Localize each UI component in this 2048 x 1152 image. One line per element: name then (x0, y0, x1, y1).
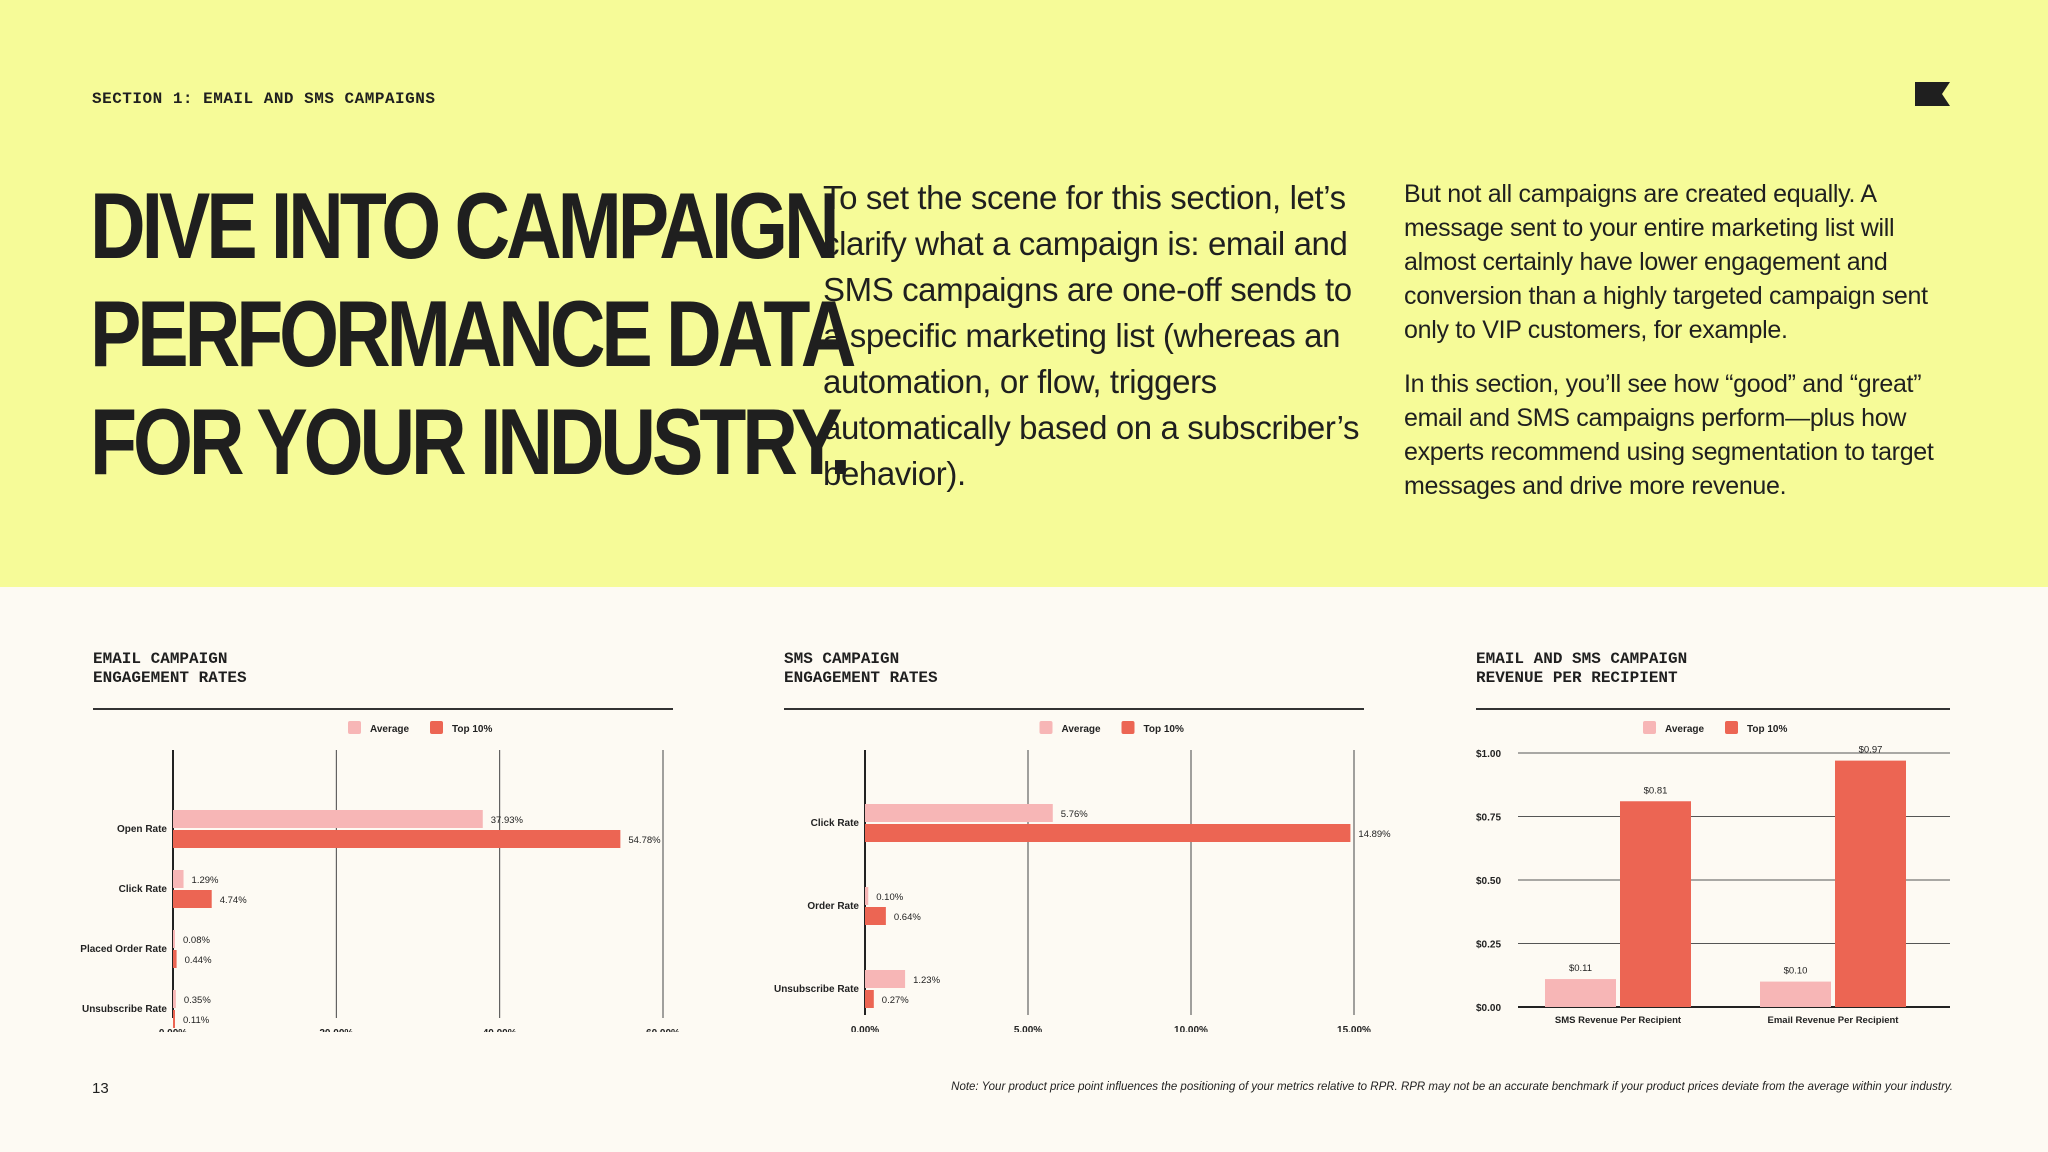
sms-legend-label-0: Average (1062, 724, 1102, 735)
rpr-legend-swatch-1 (1725, 721, 1738, 734)
side-paragraph-1: But not all campaigns are created equall… (1404, 180, 1928, 344)
rpr-bar-average (1760, 981, 1831, 1007)
rpr-data-label: $0.81 (1644, 785, 1668, 796)
sms-data-label: 1.23% (913, 975, 940, 986)
email-legend-swatch-0 (348, 721, 361, 734)
email-tick-label-2: 40.00% (483, 1028, 517, 1032)
page-number: 13 (92, 1080, 109, 1097)
email-chart-title-line-1: EMAIL CAMPAIGN (93, 650, 228, 668)
sms-data-label: 0.64% (894, 912, 921, 923)
rpr-bar-top10 (1835, 760, 1906, 1007)
page-title-line-1: DIVE INTO CAMPAIGN (90, 173, 840, 278)
sms-category-label: Order Rate (807, 901, 859, 912)
sms-bar-average (865, 804, 1053, 822)
sms-tick-label-3: 15.00% (1337, 1025, 1371, 1032)
rpr-legend-label-1: Top 10% (1747, 724, 1787, 735)
flag-icon (1915, 82, 1950, 106)
sms-legend-swatch-0 (1039, 721, 1053, 734)
sms-tick-label-1: 5.00% (1014, 1025, 1042, 1032)
page-title-line-3: FOR YOUR INDUSTRY. (90, 389, 851, 494)
email-data-label: 0.11% (183, 1015, 210, 1026)
sms-tick-label-0: 0.00% (851, 1025, 879, 1032)
email-category-label: Unsubscribe Rate (82, 1004, 167, 1015)
sms-bar-top10 (865, 824, 1351, 842)
revenue-per-recipient-chart: Average Top 10% $0.00 $0.25 $0.50 $0.75 $1.00 $… (1476, 721, 1950, 1026)
email-bar-average (173, 870, 184, 888)
rpr-bar-top10 (1620, 801, 1691, 1007)
email-bar-top10 (173, 950, 177, 968)
email-tick-label-1: 20.00% (319, 1028, 353, 1032)
email-data-label: 1.29% (192, 875, 219, 886)
sms-category-label: Click Rate (811, 818, 860, 829)
rpr-data-label: $0.10 (1784, 966, 1808, 977)
side-text: But not all campaigns are created equall… (1404, 177, 1964, 523)
rpr-bar-average (1545, 979, 1616, 1007)
email-bar-average (173, 990, 176, 1008)
sms-chart-title-line-2: ENGAGEMENT RATES (784, 669, 938, 687)
sms-chart-rule (784, 708, 1364, 710)
sms-bar-average (865, 970, 906, 988)
email-bar-top10 (173, 1010, 175, 1028)
rpr-chart-rule (1476, 708, 1950, 710)
rpr-tick-label-2: $0.50 (1476, 876, 1501, 887)
sms-chart-title: SMS CAMPAIGN ENGAGEMENT RATES (784, 650, 938, 688)
sms-data-label: 0.10% (876, 892, 903, 903)
side-paragraph-2: In this section, you’ll see how “good” a… (1404, 370, 1934, 500)
email-bar-average (173, 810, 483, 828)
sms-chart-title-line-1: SMS CAMPAIGN (784, 650, 900, 668)
rpr-data-label: $0.11 (1569, 963, 1592, 974)
email-chart-title: EMAIL CAMPAIGN ENGAGEMENT RATES (93, 650, 247, 688)
email-data-label: 0.35% (184, 995, 211, 1006)
page-title-line-2: PERFORMANCE DATA (90, 281, 856, 386)
rpr-tick-label-4: $1.00 (1476, 749, 1501, 760)
rpr-chart-title: EMAIL AND SMS CAMPAIGN REVENUE PER RECIP… (1476, 650, 1687, 688)
sms-tick-label-2: 10.00% (1174, 1025, 1208, 1032)
rpr-chart-title-line-2: REVENUE PER RECIPIENT (1476, 669, 1678, 687)
sms-engagement-chart: Average Top 10% 0.00% 5.00% 10.00% 15.00% Clic… (774, 721, 1391, 1032)
rpr-chart-title-line-1: EMAIL AND SMS CAMPAIGN (1476, 650, 1688, 668)
email-bar-average (173, 930, 175, 948)
footnote: Note: Your product price point influence… (951, 1081, 1953, 1093)
email-category-label: Click Rate (119, 884, 168, 895)
sms-data-label: 14.89% (1358, 829, 1391, 840)
rpr-category-label: Email Revenue Per Recipient (1768, 1015, 1900, 1026)
email-legend-label-0: Average (370, 724, 410, 735)
email-data-label: 0.44% (185, 955, 212, 966)
email-engagement-chart: Average Top 10% 0.00% 20.00% 40.00% 60.00% Ope… (80, 721, 680, 1032)
rpr-data-label: $0.97 (1859, 745, 1883, 756)
rpr-legend-swatch-0 (1643, 721, 1656, 734)
email-chart-title-line-2: ENGAGEMENT RATES (93, 669, 247, 687)
sms-legend-swatch-1 (1121, 721, 1135, 734)
section-label: SECTION 1: EMAIL AND SMS CAMPAIGNS (92, 90, 436, 108)
email-tick-label-3: 60.00% (646, 1028, 680, 1032)
sms-category-label: Unsubscribe Rate (774, 984, 859, 995)
sms-bar-top10 (865, 990, 874, 1008)
email-category-label: Open Rate (117, 824, 167, 835)
rpr-tick-label-0: $0.00 (1476, 1003, 1501, 1014)
intro-paragraph: To set the scene for this section, let’s… (823, 179, 1360, 492)
email-data-label: 54.78% (628, 835, 661, 846)
rpr-tick-label-1: $0.25 (1476, 940, 1501, 951)
sms-data-label: 5.76% (1061, 809, 1088, 820)
email-bar-top10 (173, 830, 621, 848)
page-title: DIVE INTO CAMPAIGN PERFORMANCE DATA FOR … (90, 172, 856, 496)
email-legend-swatch-1 (430, 721, 443, 734)
hero-section: SECTION 1: EMAIL AND SMS CAMPAIGNS DIVE … (0, 0, 2048, 587)
sms-bar-average (865, 887, 869, 905)
email-bar-top10 (173, 890, 212, 908)
email-data-label: 0.08% (183, 935, 210, 946)
email-tick-label-0: 0.00% (159, 1028, 187, 1032)
email-chart-rule (93, 708, 673, 710)
sms-legend-label-1: Top 10% (1144, 724, 1184, 735)
rpr-legend-label-0: Average (1665, 724, 1705, 735)
email-data-label: 37.93% (491, 815, 524, 826)
rpr-tick-label-3: $0.75 (1476, 813, 1501, 824)
sms-bar-top10 (865, 907, 886, 925)
email-legend-label-1: Top 10% (452, 724, 492, 735)
email-category-label: Placed Order Rate (80, 944, 167, 955)
rpr-category-label: SMS Revenue Per Recipient (1555, 1015, 1682, 1026)
email-data-label: 4.74% (220, 895, 247, 906)
sms-data-label: 0.27% (882, 995, 909, 1006)
